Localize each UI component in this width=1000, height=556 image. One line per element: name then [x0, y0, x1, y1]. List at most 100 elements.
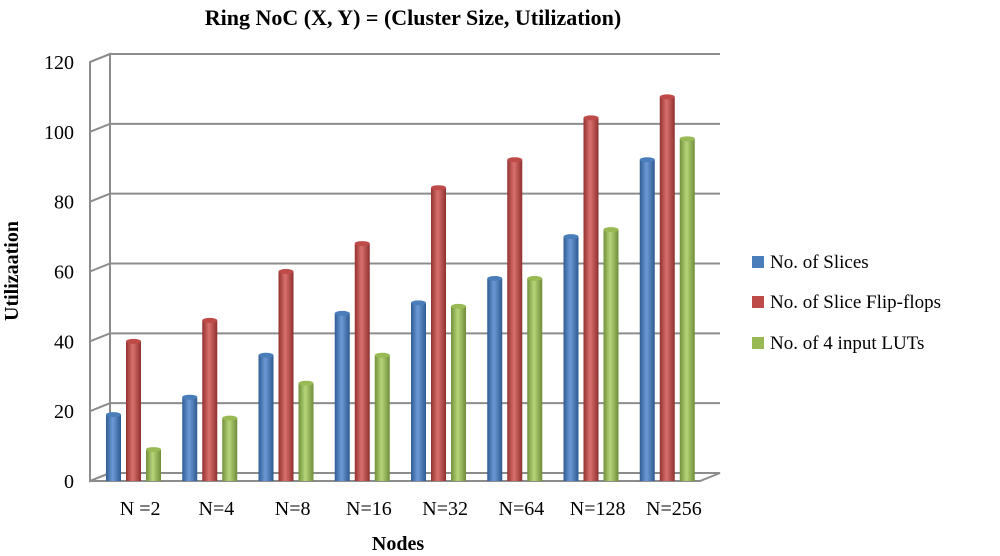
- bar-cap: [106, 412, 121, 418]
- bar: [411, 300, 426, 481]
- bar-body: [146, 449, 161, 481]
- y-axis-ticks: 0 20 40 60 80 100 120: [44, 52, 74, 493]
- bar: [278, 269, 294, 481]
- legend-swatch: [752, 256, 764, 268]
- bar-cap: [374, 352, 390, 358]
- legend-swatch: [752, 337, 764, 349]
- x-tick-label: N=4: [199, 498, 235, 520]
- x-tick-label: N=64: [499, 498, 545, 520]
- bar-body: [487, 278, 503, 481]
- bar-cap: [679, 136, 695, 142]
- bar: [679, 136, 695, 482]
- bar-body: [374, 355, 390, 481]
- chart-title: Ring NoC (X, Y) = (Cluster Size, Utiliza…: [205, 5, 621, 30]
- bar-body: [679, 138, 695, 482]
- bar-cap: [563, 234, 579, 240]
- y-tick-label: 60: [54, 262, 74, 284]
- bar: [334, 310, 350, 481]
- x-axis-label: Nodes: [372, 533, 424, 555]
- bar-body: [222, 418, 238, 481]
- bar-cap: [126, 338, 141, 344]
- bar: [451, 303, 466, 481]
- x-axis-ticks: N =2 N=4 N=8 N=16 N=32 N=64 N=128 N=256: [120, 498, 702, 520]
- bar-body: [563, 236, 579, 481]
- bar-body: [527, 278, 543, 481]
- bar: [563, 234, 579, 481]
- bar-body: [106, 414, 121, 481]
- bar-cap: [527, 275, 543, 281]
- bar: [487, 275, 503, 481]
- bar-body: [639, 159, 655, 481]
- x-tick-label: N =2: [120, 498, 161, 520]
- bar: [603, 227, 619, 481]
- x-tick-label: N=32: [422, 498, 468, 520]
- bar-body: [298, 383, 314, 481]
- bar: [146, 447, 161, 481]
- legend-label: No. of Slice Flip-flops: [770, 292, 941, 313]
- bar-body: [126, 341, 141, 481]
- bar-cap: [334, 310, 350, 316]
- bar-body: [411, 302, 426, 481]
- legend-swatch: [752, 296, 764, 308]
- x-tick-label: N=16: [346, 498, 392, 520]
- bar: [659, 94, 675, 482]
- bar: [106, 412, 121, 481]
- bar-cap: [451, 303, 466, 309]
- gridline: [89, 53, 720, 63]
- bar-body: [278, 271, 294, 481]
- y-tick-label: 40: [54, 331, 74, 353]
- bar-cap: [639, 157, 655, 163]
- x-tick-label: N=128: [570, 498, 626, 520]
- bar-cap: [354, 241, 370, 247]
- legend: No. of Slices No. of Slice Flip-flops No. …: [752, 252, 941, 354]
- bar-body: [583, 117, 599, 481]
- bar-cap: [411, 300, 426, 306]
- bar-cap: [603, 227, 619, 233]
- y-tick-label: 120: [44, 52, 74, 74]
- bar: [354, 241, 370, 481]
- bar: [258, 352, 274, 481]
- gridline: [89, 192, 720, 203]
- bar-body: [451, 306, 466, 481]
- bar-body: [258, 355, 274, 481]
- bar: [583, 115, 599, 481]
- legend-item: No. of Slice Flip-flops: [752, 292, 941, 313]
- bar: [222, 415, 238, 481]
- legend-item: No. of Slices: [752, 252, 869, 273]
- bar-body: [334, 313, 350, 481]
- bar-body: [659, 96, 675, 482]
- bar-cap: [258, 352, 274, 358]
- bar-body: [354, 243, 370, 481]
- bar-cap: [202, 317, 218, 323]
- bar-body: [507, 159, 523, 481]
- bar-cap: [507, 157, 523, 163]
- bar-cap: [222, 415, 238, 421]
- bar-body: [202, 320, 218, 481]
- bar: [431, 185, 446, 481]
- y-tick-label: 20: [54, 401, 74, 423]
- y-axis-label: Utilizaation: [1, 221, 23, 321]
- legend-label: No. of Slices: [770, 252, 869, 273]
- bar-body: [182, 397, 198, 481]
- bar: [298, 380, 314, 481]
- bar: [639, 157, 655, 481]
- bar: [126, 338, 141, 481]
- bar-cap: [659, 94, 675, 100]
- bar-cap: [278, 269, 294, 274]
- x-tick-label: N=8: [275, 498, 311, 520]
- bar-cap: [298, 380, 314, 386]
- bar-cap: [146, 447, 161, 453]
- legend-item: No. of 4 input LUTs: [752, 333, 924, 354]
- bar: [374, 352, 390, 481]
- bar: [182, 394, 198, 481]
- bar-body: [603, 229, 619, 481]
- y-tick-label: 100: [44, 122, 74, 144]
- bars: [106, 94, 695, 482]
- bar-cap: [431, 185, 446, 191]
- bar-cap: [487, 275, 503, 281]
- y-tick-label: 0: [64, 471, 74, 493]
- bar-body: [431, 187, 446, 481]
- legend-label: No. of 4 input LUTs: [770, 333, 924, 354]
- bar-cap: [583, 115, 599, 121]
